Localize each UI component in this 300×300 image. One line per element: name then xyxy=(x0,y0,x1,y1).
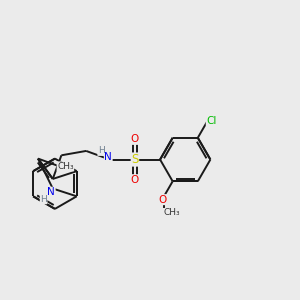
Text: CH₃: CH₃ xyxy=(57,162,74,171)
Text: H: H xyxy=(98,146,105,155)
Text: CH₃: CH₃ xyxy=(163,208,180,217)
Text: Cl: Cl xyxy=(206,116,217,125)
Text: N: N xyxy=(47,187,55,197)
Text: N: N xyxy=(104,152,112,162)
Text: O: O xyxy=(131,175,139,185)
Text: H: H xyxy=(40,195,47,204)
Text: S: S xyxy=(131,153,139,166)
Text: O: O xyxy=(158,195,166,205)
Text: O: O xyxy=(131,134,139,144)
